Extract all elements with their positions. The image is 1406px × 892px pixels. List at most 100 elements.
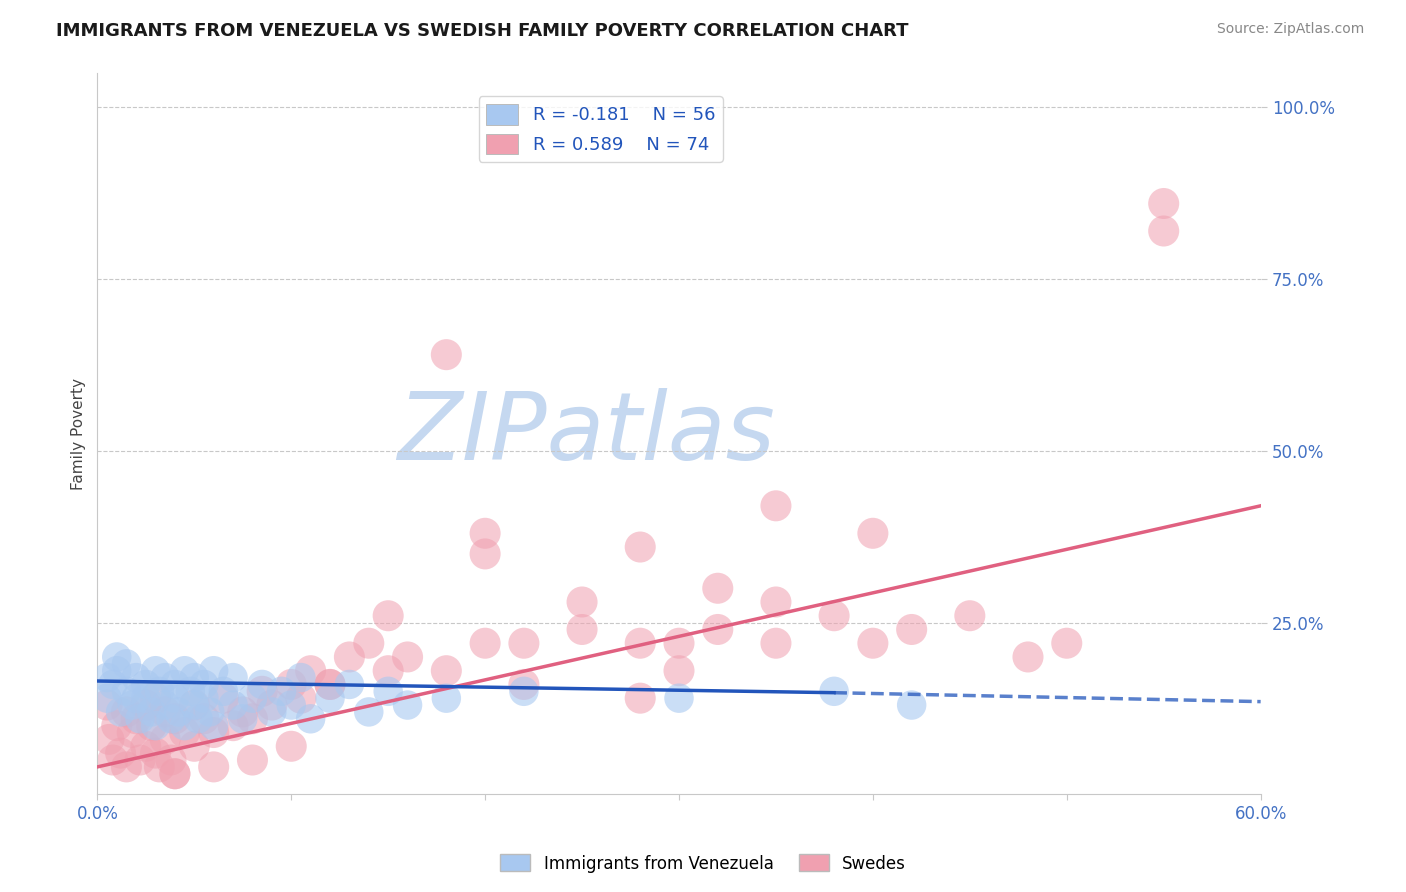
Point xyxy=(260,698,283,712)
Point xyxy=(823,608,845,623)
Point xyxy=(862,526,884,541)
Point xyxy=(163,691,186,706)
Point xyxy=(434,664,457,678)
Point xyxy=(377,608,399,623)
Point xyxy=(96,671,118,685)
Point xyxy=(270,684,292,698)
Point xyxy=(135,698,157,712)
Point xyxy=(1056,636,1078,650)
Point xyxy=(105,664,128,678)
Point xyxy=(319,691,342,706)
Point xyxy=(193,712,215,726)
Point xyxy=(202,760,225,774)
Point xyxy=(212,691,235,706)
Point xyxy=(377,684,399,698)
Point xyxy=(242,753,264,767)
Point xyxy=(668,691,690,706)
Point xyxy=(173,725,195,739)
Point xyxy=(377,664,399,678)
Text: Source: ZipAtlas.com: Source: ZipAtlas.com xyxy=(1216,22,1364,37)
Point xyxy=(474,547,496,561)
Point xyxy=(145,691,167,706)
Point xyxy=(135,677,157,691)
Point xyxy=(765,636,787,650)
Point xyxy=(105,650,128,665)
Point xyxy=(173,719,195,733)
Point xyxy=(135,691,157,706)
Point xyxy=(212,684,235,698)
Point xyxy=(250,684,273,698)
Point xyxy=(628,540,651,554)
Point xyxy=(707,581,730,595)
Point xyxy=(193,677,215,691)
Point xyxy=(900,698,922,712)
Legend: Immigrants from Venezuela, Swedes: Immigrants from Venezuela, Swedes xyxy=(494,847,912,880)
Point xyxy=(183,698,205,712)
Point xyxy=(668,636,690,650)
Point xyxy=(862,636,884,650)
Point xyxy=(242,712,264,726)
Point xyxy=(222,719,245,733)
Point xyxy=(129,712,152,726)
Point xyxy=(160,753,183,767)
Point xyxy=(115,657,138,671)
Point xyxy=(299,664,322,678)
Point xyxy=(474,636,496,650)
Point xyxy=(187,712,209,726)
Point xyxy=(434,691,457,706)
Point xyxy=(183,739,205,754)
Point xyxy=(98,732,121,747)
Point xyxy=(319,677,342,691)
Point xyxy=(571,623,593,637)
Point xyxy=(396,650,419,665)
Point xyxy=(141,705,163,719)
Point xyxy=(121,698,143,712)
Point xyxy=(163,712,186,726)
Point xyxy=(135,739,157,754)
Point xyxy=(202,664,225,678)
Point xyxy=(396,698,419,712)
Point xyxy=(110,705,132,719)
Point xyxy=(765,595,787,609)
Point xyxy=(628,691,651,706)
Point xyxy=(765,499,787,513)
Point xyxy=(167,705,190,719)
Point xyxy=(232,705,254,719)
Point xyxy=(141,719,163,733)
Point xyxy=(628,636,651,650)
Point xyxy=(105,719,128,733)
Point xyxy=(513,684,536,698)
Point xyxy=(513,677,536,691)
Point xyxy=(160,712,183,726)
Point xyxy=(250,677,273,691)
Point xyxy=(198,705,221,719)
Point xyxy=(125,712,148,726)
Point xyxy=(129,753,152,767)
Point xyxy=(290,691,312,706)
Text: ZIPatlas: ZIPatlas xyxy=(396,388,775,479)
Point xyxy=(299,712,322,726)
Point xyxy=(145,664,167,678)
Point xyxy=(222,671,245,685)
Point xyxy=(179,684,201,698)
Point xyxy=(155,732,177,747)
Point xyxy=(125,691,148,706)
Point xyxy=(242,691,264,706)
Point xyxy=(148,760,170,774)
Point xyxy=(96,691,118,706)
Point xyxy=(357,636,380,650)
Point xyxy=(101,753,124,767)
Point xyxy=(202,725,225,739)
Point xyxy=(163,766,186,780)
Point xyxy=(110,746,132,760)
Point xyxy=(115,684,138,698)
Point xyxy=(319,677,342,691)
Point xyxy=(155,698,177,712)
Point xyxy=(900,623,922,637)
Point xyxy=(115,760,138,774)
Point xyxy=(121,725,143,739)
Point xyxy=(280,698,302,712)
Point xyxy=(222,698,245,712)
Point xyxy=(1153,224,1175,238)
Point xyxy=(707,623,730,637)
